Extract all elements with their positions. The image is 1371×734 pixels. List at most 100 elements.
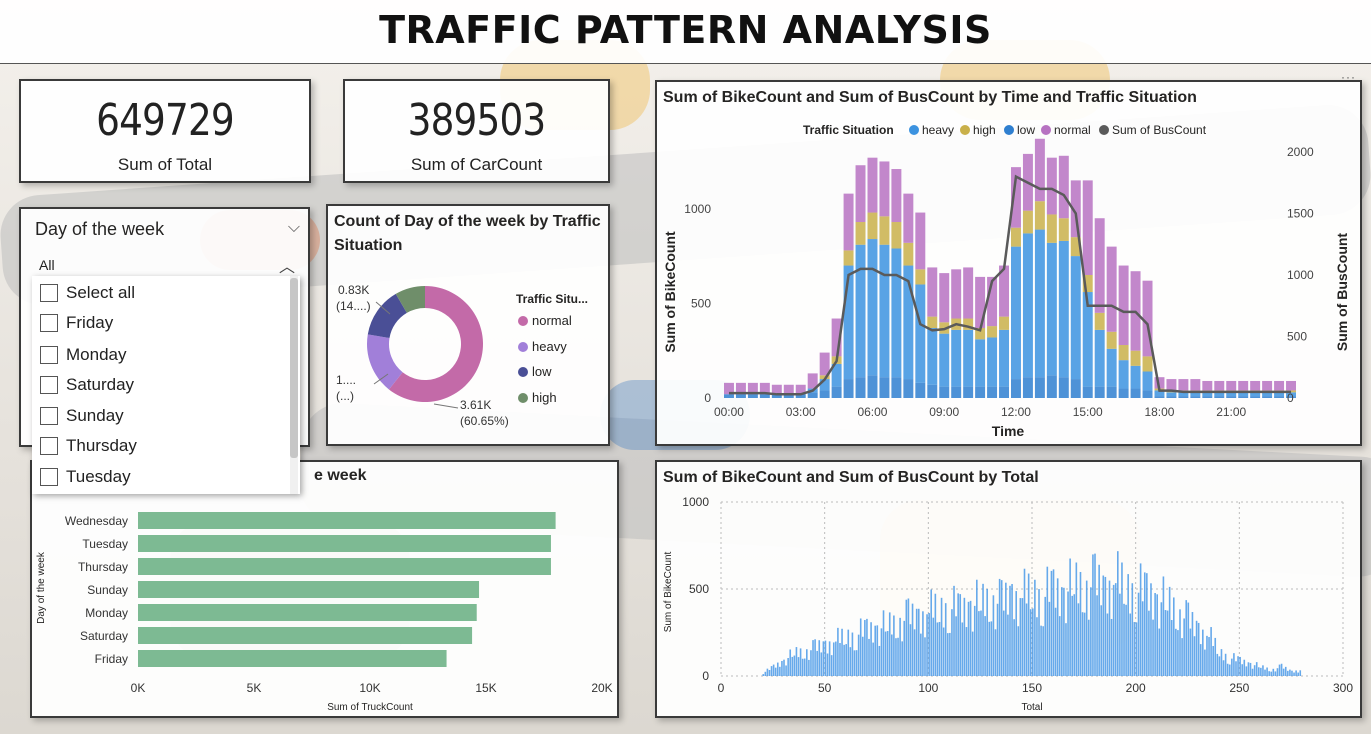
hist-bar	[1172, 597, 1175, 676]
hist-bar	[959, 594, 962, 676]
hist-bar	[1160, 602, 1163, 676]
hist-bar	[1081, 612, 1084, 676]
checkbox[interactable]	[40, 284, 58, 302]
x-tick: 03:00	[786, 405, 816, 419]
hist-bar	[1108, 580, 1111, 676]
scrollbar-thumb[interactable]	[290, 278, 298, 458]
bar-normal	[1011, 167, 1021, 228]
hist-bar	[1206, 635, 1208, 676]
hist-bar	[1046, 566, 1049, 676]
bar-low	[951, 386, 962, 398]
hist-bar	[955, 616, 957, 676]
slicer-option-tuesday[interactable]: Tuesday	[40, 462, 131, 492]
bar-low	[1226, 396, 1237, 398]
hist-bar	[1075, 562, 1078, 676]
bar-heavy	[1046, 242, 1057, 376]
hist-bar	[1233, 653, 1235, 676]
x-tick: 0	[718, 681, 725, 695]
hist-bar	[861, 636, 864, 676]
legend-item-heavy[interactable]: heavy	[518, 339, 567, 354]
slicer-option-select-all[interactable]: Select all	[40, 278, 135, 308]
slicer-option-sunday[interactable]: Sunday	[40, 401, 124, 431]
checkbox[interactable]	[40, 407, 58, 425]
hist-bar	[1100, 605, 1103, 676]
hist-bar	[1017, 626, 1020, 676]
slicer-dropdown-list[interactable]: Select all Friday Monday Saturday Sunday…	[32, 276, 300, 494]
hist-bar	[1212, 646, 1214, 676]
bar-heavy	[1202, 392, 1213, 397]
checkbox[interactable]	[40, 437, 58, 455]
checkbox[interactable]	[40, 376, 58, 394]
checkbox[interactable]	[40, 468, 58, 486]
hist-bar	[951, 609, 953, 676]
chevron-down-icon[interactable]: ⌵	[287, 219, 300, 236]
bar-normal	[1118, 265, 1129, 346]
slicer-option-friday[interactable]: Friday	[40, 308, 113, 338]
bar-low	[1154, 396, 1165, 398]
hist-bar	[1235, 661, 1237, 676]
bar-heavy	[843, 265, 854, 380]
truck-chart: Day of the week Sum of TruckCount Wednes…	[36, 512, 613, 713]
hist-bar	[791, 656, 794, 676]
bar-high	[1058, 218, 1069, 241]
slicer-option-saturday[interactable]: Saturday	[40, 370, 134, 400]
hist-bar	[1029, 609, 1032, 676]
hist-bar	[1247, 662, 1250, 676]
kpi-card-total[interactable]: 649729 Sum of Total	[19, 79, 311, 183]
checkbox[interactable]	[40, 314, 58, 332]
hist-bar	[1007, 614, 1009, 676]
hist-bar	[1096, 595, 1098, 676]
bar-normal	[915, 212, 926, 270]
hist-bar	[845, 644, 847, 676]
chart-title: Count of Day of the week by Traffic Situ…	[334, 213, 601, 254]
hist-bar	[1164, 610, 1167, 676]
bar-heavy	[891, 248, 902, 378]
hist-bar	[1085, 580, 1088, 676]
bar-low	[1190, 396, 1201, 398]
slicer-option-thursday[interactable]: Thursday	[40, 431, 137, 461]
hist-bar	[847, 629, 850, 676]
slicer-option-monday[interactable]: Monday	[40, 340, 126, 370]
hist-bar	[855, 650, 858, 676]
more-options-icon[interactable]: ···	[1341, 70, 1356, 84]
bar-low	[759, 394, 770, 398]
hist-bar	[1063, 587, 1065, 676]
hist-bar	[1135, 622, 1138, 676]
kpi-card-carcount[interactable]: 389503 Sum of CarCount	[343, 79, 610, 183]
legend-item-normal[interactable]: normal	[518, 313, 572, 328]
legend-item-high[interactable]: high	[518, 390, 557, 405]
bar-high	[891, 222, 902, 249]
slicer-dropdown[interactable]: All ︿	[33, 251, 299, 277]
y-tick: Monday	[85, 606, 128, 620]
donut-chart-card[interactable]: Count of Day of the week by Traffic Situ…	[326, 204, 610, 446]
hist-bar	[1052, 569, 1055, 676]
bar-heavy	[1226, 392, 1237, 397]
total-chart-card[interactable]: Sum of BikeCount and Sum of BusCount by …	[655, 460, 1362, 718]
hist-bar	[1141, 601, 1144, 676]
bar-low	[915, 382, 926, 398]
y-tick: Wednesday	[65, 514, 128, 528]
hist-bar	[762, 674, 765, 676]
hist-bar	[888, 612, 891, 676]
hist-bar	[824, 640, 827, 676]
donut-label-value: 0.83K	[338, 283, 369, 297]
hist-bar	[1098, 564, 1100, 676]
hist-bar	[1036, 617, 1038, 676]
bar-high	[1106, 331, 1117, 349]
hist-bar	[866, 618, 868, 676]
hist-bar	[1170, 620, 1173, 676]
legend-item-low[interactable]: low	[518, 364, 552, 379]
hist-bar	[1119, 593, 1121, 676]
y-tick-right: 0	[1287, 391, 1294, 405]
hist-bar	[1278, 664, 1281, 676]
chevron-up-icon[interactable]: ︿	[278, 259, 295, 276]
hist-bar	[1249, 662, 1252, 676]
hist-bar	[895, 638, 897, 676]
checkbox[interactable]	[40, 346, 58, 364]
bar-normal	[1082, 180, 1093, 275]
hist-bar	[851, 632, 854, 676]
hist-bar	[849, 647, 852, 676]
kpi-label: Sum of CarCount	[410, 155, 543, 174]
truck-chart-card[interactable]: e week Day of the week Sum of TruckCount…	[30, 460, 619, 718]
time-chart-card[interactable]: ··· Sum of BikeCount and Sum of BusCount…	[655, 70, 1362, 446]
